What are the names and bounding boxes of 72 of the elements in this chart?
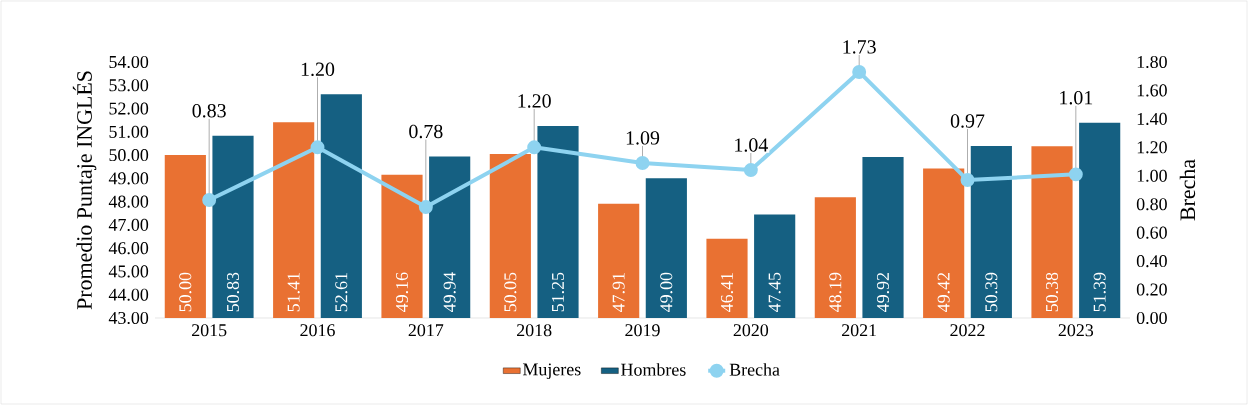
point — [635, 155, 650, 170]
data-label: 51.25 — [551, 272, 565, 312]
data-label: 49.16 — [395, 272, 409, 312]
data-label: 1.01 — [1060, 90, 1093, 105]
legend-label: Brecha — [729, 363, 780, 376]
x-tick-label: 2019 — [625, 324, 660, 337]
data-label: 52.61 — [335, 273, 348, 312]
y2-tick-label: 1.60 — [1137, 84, 1167, 97]
data-label: 1.09 — [626, 131, 660, 145]
data-label: 1.73 — [843, 40, 876, 54]
y2-tick-label: 1.00 — [1137, 169, 1167, 182]
y2-tick-label: 0.00 — [1136, 311, 1167, 325]
y2-tick-label: 1.80 — [1137, 55, 1167, 69]
data-label: 49.00 — [660, 272, 673, 312]
y-tick-label: 43.00 — [108, 311, 149, 325]
point — [310, 140, 325, 155]
data-label: 1.20 — [301, 62, 335, 77]
y-tick-label: 45.00 — [108, 265, 149, 278]
point — [852, 64, 867, 79]
data-label: 47.91 — [612, 273, 625, 312]
y2-tick-label: 0.40 — [1136, 255, 1167, 268]
data-label: 0.83 — [192, 103, 226, 118]
y-axis-title: Promedio Puntaje INGLÉS — [72, 71, 97, 310]
y-tick-label: 46.00 — [108, 242, 149, 255]
x-tick-label: 2018 — [517, 324, 552, 337]
data-label: 50.39 — [985, 272, 998, 312]
y2-tick-label: 0.80 — [1136, 198, 1167, 211]
y2-tick-label: 1.20 — [1137, 141, 1167, 154]
data-label: 51.39 — [1093, 272, 1106, 312]
point — [743, 163, 758, 178]
data-label: 1.04 — [735, 138, 768, 152]
y-tick-label: 44.00 — [108, 288, 149, 301]
data-label: 49.92 — [876, 272, 890, 312]
y2-tick-label: 0.60 — [1136, 226, 1167, 239]
point — [202, 192, 217, 207]
point — [418, 200, 433, 215]
x-tick-label: 2020 — [733, 324, 769, 337]
data-label: 0.97 — [950, 114, 985, 128]
point — [527, 140, 542, 155]
data-label: 0.78 — [409, 124, 443, 139]
x-tick-label: 2017 — [408, 324, 444, 337]
data-label: 1.20 — [518, 94, 551, 108]
data-label: 49.94 — [443, 272, 456, 312]
y-tick-label: 53.00 — [109, 79, 149, 92]
x-tick-label: 2023 — [1058, 324, 1094, 337]
x-tick-label: 2015 — [192, 324, 227, 337]
y2-tick-label: 0.20 — [1136, 283, 1167, 296]
data-label: 46.41 — [720, 273, 734, 312]
y-tick-label: 47.00 — [108, 218, 149, 231]
data-label: 50.00 — [179, 272, 192, 312]
y-tick-label: 54.00 — [109, 55, 149, 69]
y2-axis-title: Brecha — [1179, 159, 1196, 221]
data-label: 50.05 — [504, 272, 517, 312]
data-label: 50.38 — [1045, 272, 1059, 312]
legend-label: Hombres — [621, 363, 686, 376]
legend-label: Mujeres — [522, 363, 581, 380]
x-tick-label: 2022 — [950, 324, 985, 337]
x-tick-label: 2016 — [300, 324, 335, 337]
y-tick-label: 50.00 — [109, 149, 149, 162]
y-tick-label: 51.00 — [109, 125, 149, 138]
data-label: 48.19 — [829, 272, 842, 312]
data-label: 50.83 — [226, 272, 240, 312]
point — [960, 173, 975, 188]
y-tick-label: 49.00 — [108, 172, 149, 185]
data-label: 51.41 — [287, 273, 300, 312]
y2-tick-label: 1.40 — [1137, 112, 1167, 125]
data-label: 47.45 — [768, 272, 781, 312]
y-tick-label: 52.00 — [109, 102, 149, 115]
point — [1068, 167, 1083, 182]
data-label: 49.42 — [937, 272, 950, 312]
x-tick-label: 2021 — [842, 324, 877, 337]
y-tick-label: 48.00 — [108, 195, 149, 208]
